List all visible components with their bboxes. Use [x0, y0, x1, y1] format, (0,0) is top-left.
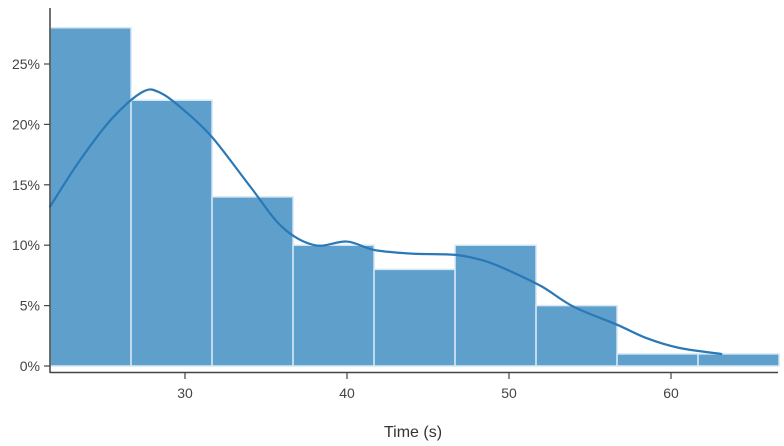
- y-tick-label: 0%: [20, 358, 40, 374]
- y-tick-label: 15%: [12, 177, 40, 193]
- histogram-bar: [292, 244, 375, 367]
- histogram-bars: [49, 27, 780, 367]
- histogram-bar: [49, 27, 132, 367]
- y-tick-label: 5%: [20, 298, 40, 314]
- x-tick-label: 50: [501, 385, 517, 401]
- histogram-bar: [211, 196, 294, 367]
- histogram-bar: [373, 268, 456, 367]
- x-tick-label: 60: [663, 385, 679, 401]
- x-tick-label: 40: [339, 385, 355, 401]
- x-tick-label: 30: [177, 385, 193, 401]
- histogram-bar: [454, 244, 537, 367]
- x-axis: 30 40 50 60: [50, 371, 778, 401]
- x-axis-title: Time (s): [384, 424, 442, 441]
- histogram-bar: [130, 99, 213, 367]
- histogram-bar: [616, 353, 699, 367]
- y-tick-label: 10%: [12, 237, 40, 253]
- histogram-bar: [535, 304, 618, 367]
- y-axis: 0% 5% 10% 15% 20% 25%: [12, 8, 51, 374]
- histogram-bar: [697, 353, 780, 367]
- y-tick-label: 20%: [12, 116, 40, 132]
- y-tick-label: 25%: [12, 56, 40, 72]
- kde-curve: [48, 88, 723, 356]
